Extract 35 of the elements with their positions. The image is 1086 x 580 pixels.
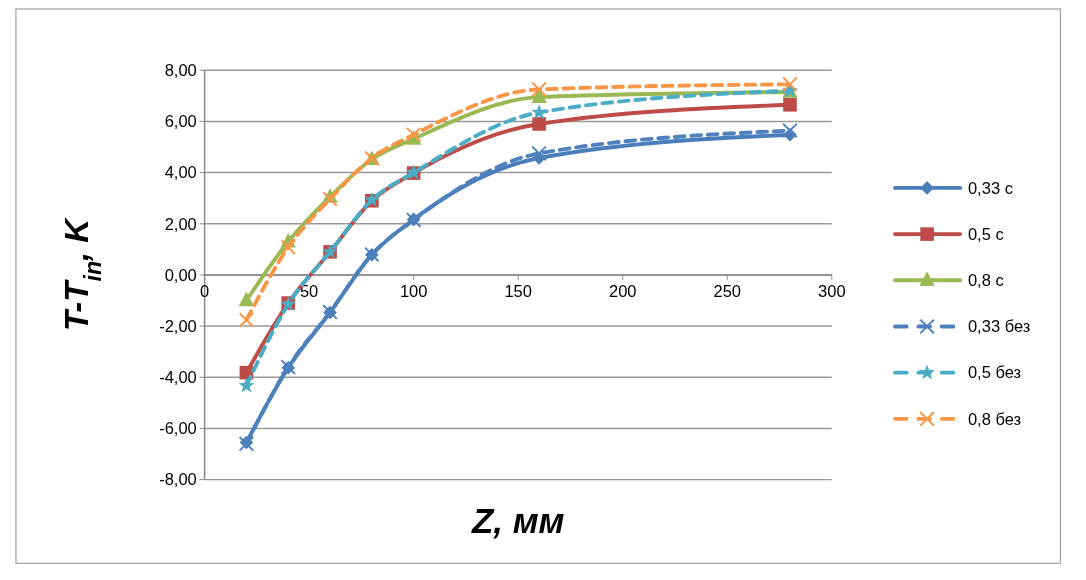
y-tick-label: -4,00: [159, 368, 197, 388]
point: [531, 81, 547, 98]
legend-label: 0,5 без: [967, 363, 1022, 383]
point: [405, 126, 422, 143]
legend-label: 0,33 без: [967, 317, 1031, 337]
point: [783, 97, 797, 112]
point: [238, 377, 255, 393]
x-tick-label: 250: [713, 282, 742, 302]
y-tick-label: 0,00: [164, 265, 197, 285]
point: [532, 117, 546, 131]
point: [238, 312, 255, 328]
point: [280, 239, 296, 256]
x-tick-label: 0: [200, 282, 210, 302]
point: [531, 104, 547, 120]
y-tick-label: -6,00: [159, 419, 197, 439]
legend-label: 0,33 с: [967, 178, 1013, 198]
legend-label: 0,5 с: [967, 224, 1004, 244]
legend-label: 0,8 с: [967, 271, 1004, 291]
x-tick-label: 100: [399, 282, 428, 302]
point: [782, 122, 798, 139]
x-tick-label: 200: [608, 282, 637, 302]
point: [531, 145, 547, 162]
y-tick-label: -8,00: [159, 470, 197, 490]
point: [238, 291, 255, 307]
x-axis-title: Z, мм: [470, 501, 565, 541]
legend-label: 0,8 без: [967, 409, 1022, 429]
x-tick-label: 150: [504, 282, 532, 302]
point: [322, 191, 338, 207]
x-tick-label: 300: [818, 282, 846, 302]
y-tick-label: -2,00: [159, 316, 197, 336]
point: [782, 76, 798, 93]
y-tick-label: 2,00: [164, 214, 197, 234]
y-tick-label: 4,00: [164, 163, 197, 183]
y-tick-label: 8,00: [164, 61, 197, 81]
y-tick-label: 6,00: [164, 112, 197, 132]
